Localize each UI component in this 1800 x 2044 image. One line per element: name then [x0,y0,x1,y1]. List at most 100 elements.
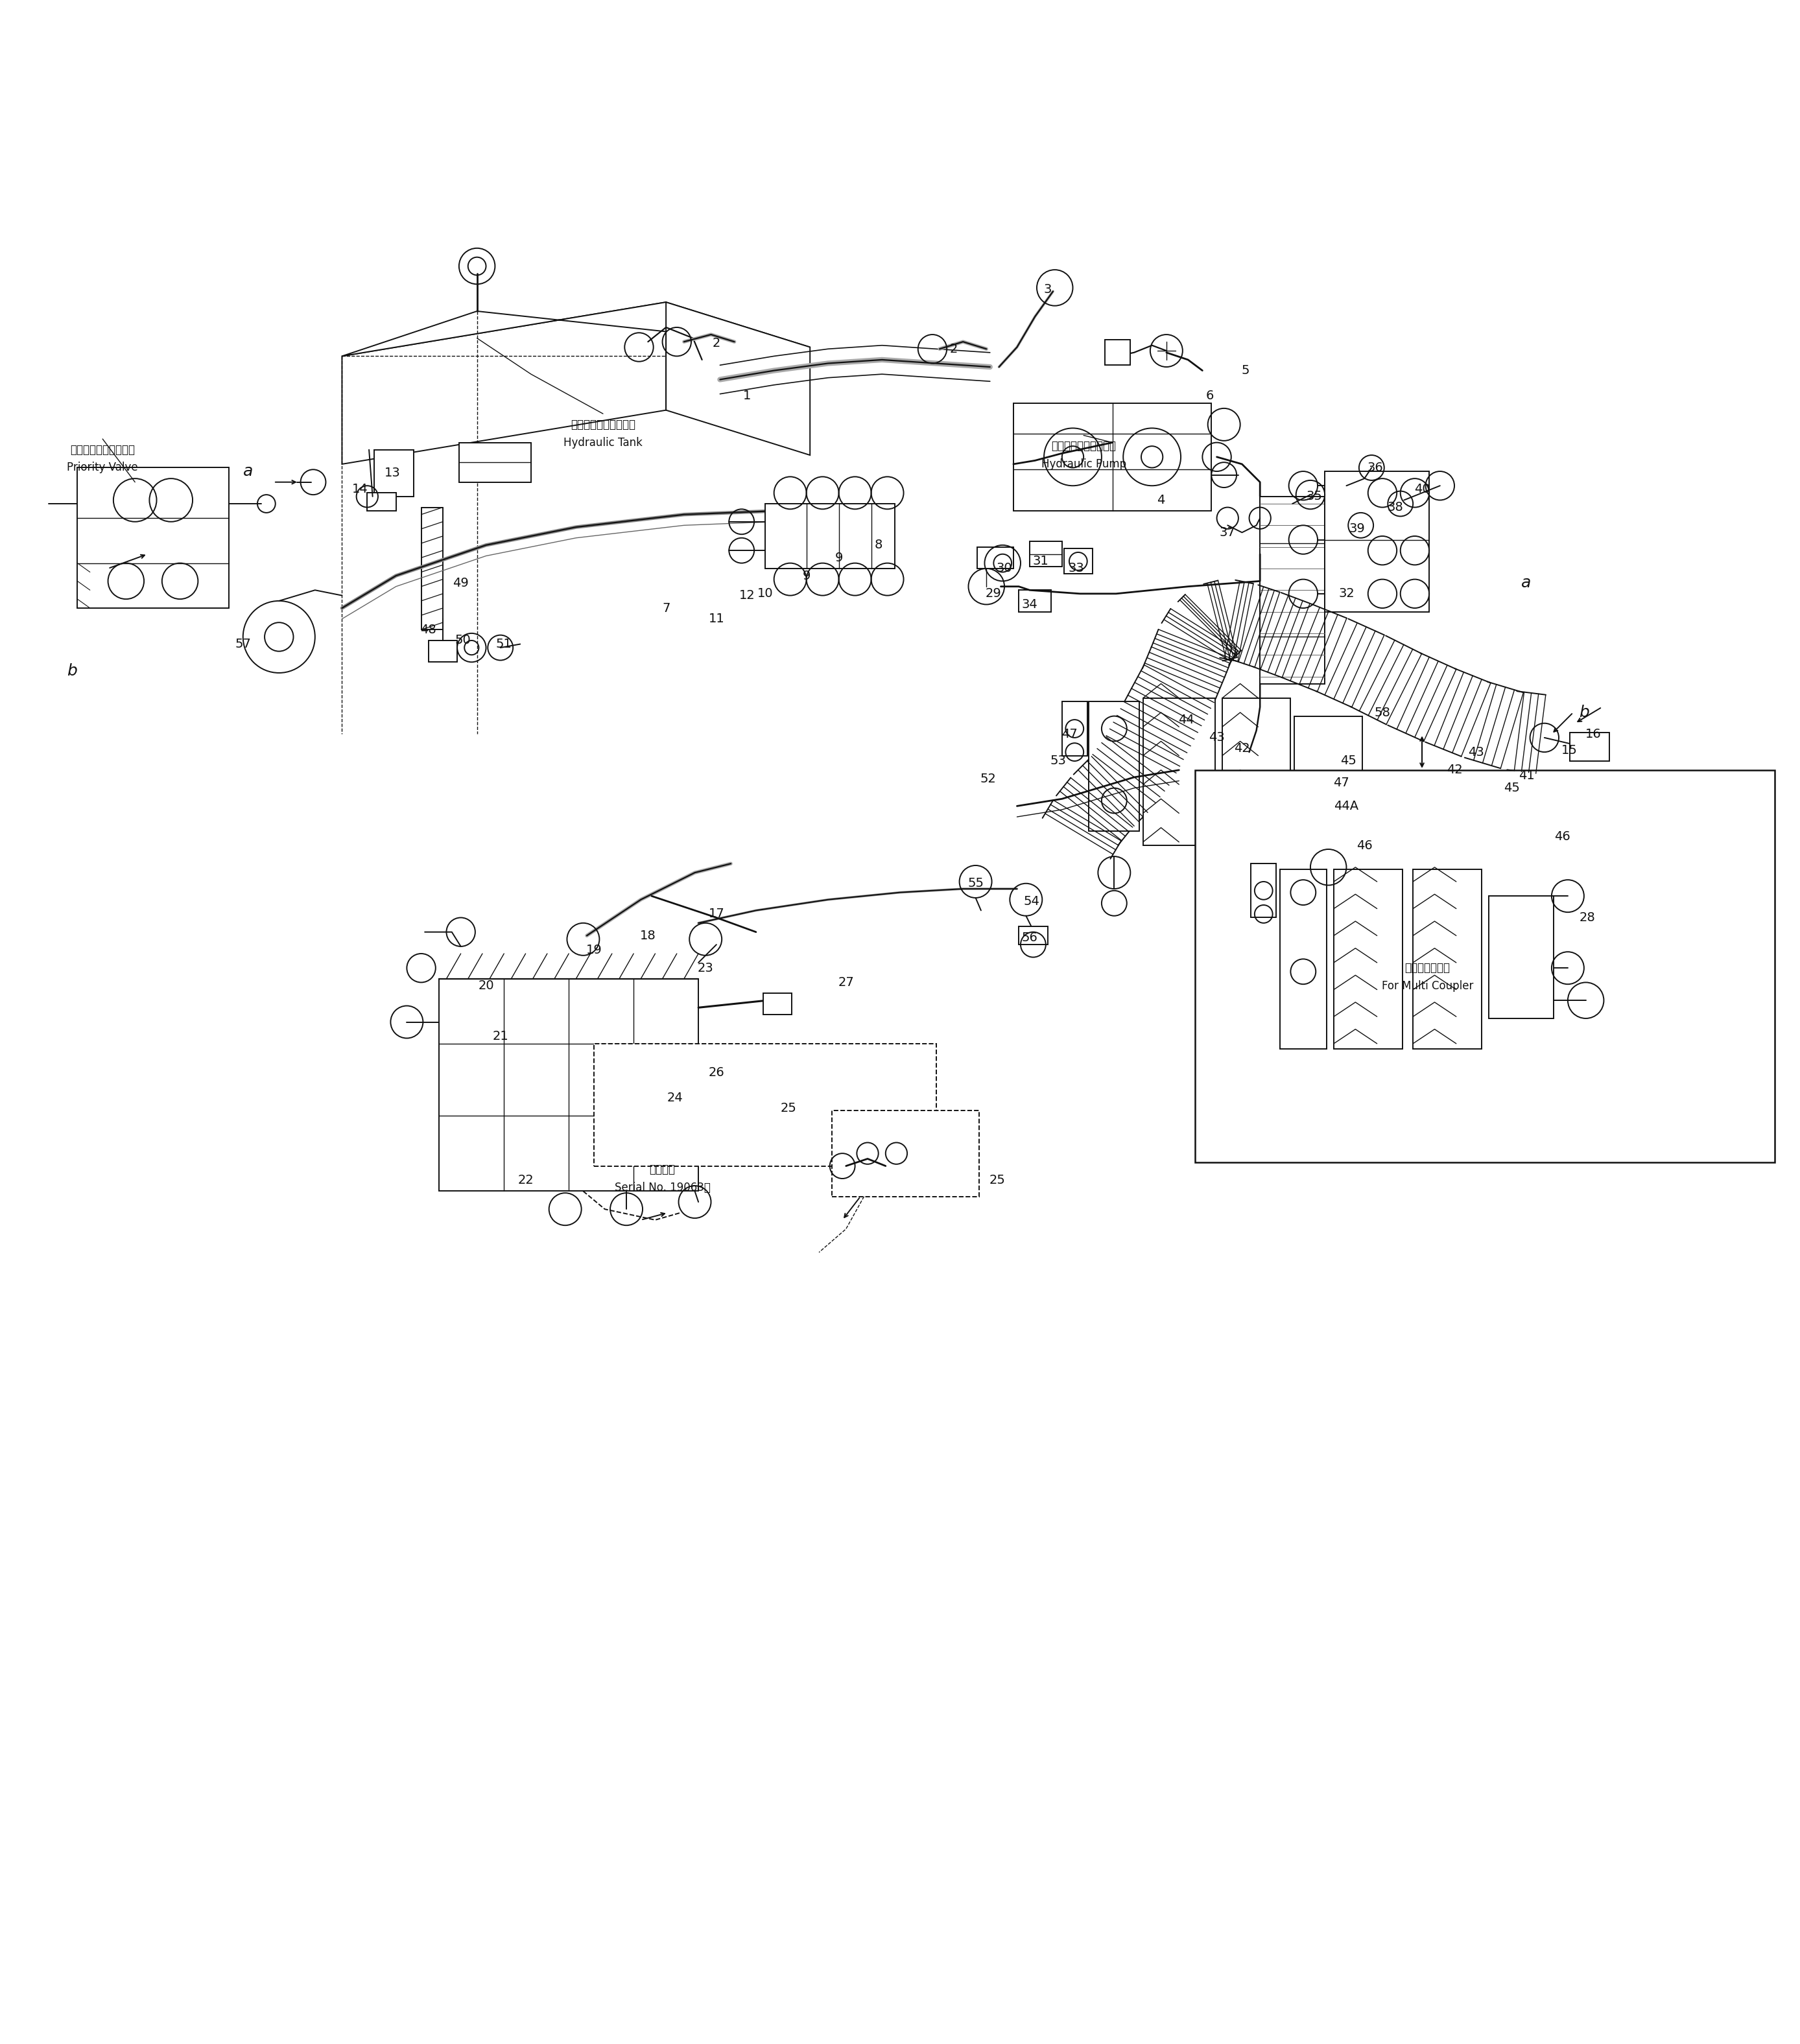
Bar [1334,869,1402,1049]
Text: For Multi Coupler: For Multi Coupler [1382,981,1472,991]
Text: Priority Valve: Priority Valve [67,462,139,474]
Bar [1294,715,1363,846]
Bar [1195,771,1775,1163]
Text: 51: 51 [497,638,511,650]
Text: 8: 8 [875,540,882,552]
Text: 43: 43 [1469,746,1483,758]
Text: 13: 13 [385,466,400,478]
Text: プライオリティバルブ: プライオリティバルブ [70,444,135,456]
Text: b: b [1579,705,1589,719]
Bar [1013,403,1211,511]
Text: 23: 23 [698,963,713,975]
Text: a: a [1521,574,1532,591]
Bar [1280,869,1327,1049]
Bar [1260,497,1325,683]
Bar [77,468,229,609]
Bar [1489,895,1553,1018]
Text: 19: 19 [587,944,601,957]
Text: 22: 22 [518,1173,533,1186]
Bar [1143,699,1215,846]
Bar [977,548,1013,568]
Text: 45: 45 [1505,783,1519,795]
Bar [1030,542,1062,566]
Text: 47: 47 [1062,728,1076,740]
Text: a: a [243,464,254,478]
Bar [1570,732,1609,760]
Bar [439,979,698,1192]
Text: 54: 54 [1024,895,1039,908]
Text: ハイドロリックタンク: ハイドロリックタンク [571,419,635,431]
Bar [1222,699,1291,846]
Text: 50: 50 [455,634,470,646]
Text: 46: 46 [1555,830,1570,842]
Text: 2: 2 [713,337,720,350]
Text: 9: 9 [835,552,842,564]
Text: 39: 39 [1350,523,1364,536]
Polygon shape [342,303,810,356]
Bar [832,1110,979,1196]
Text: 4: 4 [1157,495,1165,507]
Text: 1: 1 [743,390,751,403]
Text: Hydraulic Pump: Hydraulic Pump [1040,458,1127,470]
Polygon shape [666,303,810,456]
Text: ハイドロリックポンプ: ハイドロリックポンプ [1051,439,1116,452]
Text: 5: 5 [1242,364,1249,376]
Text: 21: 21 [493,1030,508,1042]
Text: 34: 34 [1022,599,1037,611]
Text: 14: 14 [353,482,367,495]
Bar [1325,472,1429,611]
Text: 42: 42 [1447,764,1462,777]
Text: 36: 36 [1368,462,1382,474]
Text: 12: 12 [740,589,754,601]
Bar [1105,339,1130,366]
Text: 24: 24 [668,1091,682,1104]
Bar [763,993,792,1014]
Text: 30: 30 [997,562,1012,574]
Text: 49: 49 [454,576,468,589]
Text: 42: 42 [1235,742,1249,754]
Text: 28: 28 [1580,912,1595,924]
Text: 48: 48 [421,623,436,636]
Text: 26: 26 [709,1067,724,1079]
Text: 38: 38 [1388,501,1402,513]
Text: 29: 29 [986,587,1001,599]
Polygon shape [342,303,666,464]
Text: Serial No. 19063～: Serial No. 19063～ [614,1181,711,1194]
Text: 16: 16 [1586,728,1600,740]
Text: 2: 2 [950,343,958,356]
Bar [1089,701,1139,832]
Text: 15: 15 [1562,744,1577,756]
Bar [594,1044,936,1165]
Bar [765,503,895,568]
Text: 33: 33 [1069,562,1084,574]
Text: 10: 10 [758,587,772,599]
Bar [367,493,396,511]
Text: 適用号機: 適用号機 [650,1163,675,1175]
Text: 41: 41 [1519,769,1534,781]
Text: 53: 53 [1051,754,1066,766]
Text: 32: 32 [1339,587,1354,599]
Text: マルチカプラ用: マルチカプラ用 [1404,963,1451,973]
Text: 6: 6 [1206,390,1213,403]
Text: Hydraulic Tank: Hydraulic Tank [563,437,643,448]
Text: 11: 11 [709,613,724,625]
Bar [428,640,457,662]
Text: 37: 37 [1220,527,1235,540]
Text: 55: 55 [967,877,985,889]
Text: 58: 58 [1375,707,1390,719]
Text: 43: 43 [1210,732,1224,744]
Bar [374,450,414,497]
Text: 44: 44 [1179,713,1193,726]
Text: 52: 52 [981,773,995,785]
Text: b: b [67,664,77,679]
Text: 46: 46 [1357,840,1372,852]
Text: 44A: 44A [1334,799,1359,811]
Text: 18: 18 [641,930,655,942]
Text: 3: 3 [1044,284,1051,296]
Text: 56: 56 [1022,932,1037,944]
Text: 57: 57 [236,638,250,650]
Bar [1064,548,1093,574]
Text: 31: 31 [1033,556,1048,568]
Text: 35: 35 [1307,491,1321,503]
Bar [1251,865,1276,918]
